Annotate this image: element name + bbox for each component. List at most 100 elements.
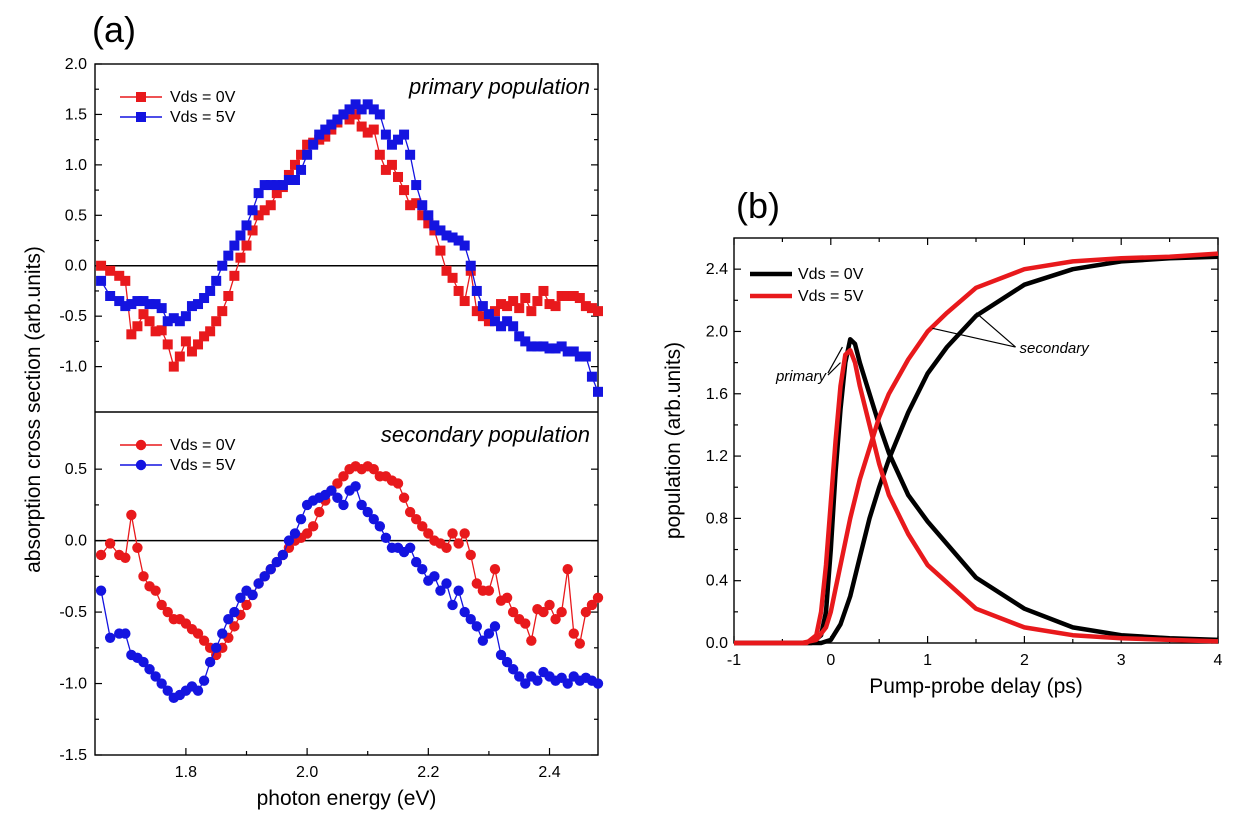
data-point [550,343,561,354]
series-line-primary [734,337,1219,646]
data-point [289,175,300,185]
legend-label: Vds = 5V [170,457,236,474]
x-tick-label: 1 [923,652,932,669]
data-point [193,299,204,310]
data-point [592,592,604,603]
data-point [156,325,167,336]
data-point [174,351,185,362]
data-point [132,321,143,332]
data-point [332,478,343,489]
x-tick-label: 2 [1020,652,1029,669]
data-point [301,528,313,539]
data-point [380,532,392,543]
data-point [186,346,197,357]
data-point [95,585,107,596]
data-point [489,621,501,632]
data-point [314,506,325,518]
x-tick-label: 2.0 [296,764,318,781]
data-point [362,99,373,110]
data-point [344,114,355,125]
data-point [568,346,579,357]
data-point [368,463,379,475]
data-point [417,521,428,532]
data-point [217,628,228,639]
plots-layer: 2.0 1.5 1.0 0.5 0.0 -0.5 -1.0 primary populatio… [22,56,1223,810]
data-point [229,621,240,632]
data-point [168,361,179,372]
data-point [356,121,367,132]
series-line [100,485,599,699]
data-point [162,339,173,350]
data-point [368,104,379,115]
data-point [550,301,561,312]
data-point [392,478,404,489]
data-point [465,549,476,561]
legend-marker [136,92,146,102]
data-point [211,316,222,327]
data-point [514,671,525,682]
data-point [356,104,367,115]
y-tick-label: 1.6 [706,386,728,403]
data-point [465,260,476,271]
arrow-secondary-1 [932,327,1016,348]
data-point [308,139,319,150]
data-point [562,564,573,575]
arrow-primary-2 [827,362,841,376]
data-point [399,129,410,140]
panel-b-label: (b) [736,185,780,226]
data-point [95,549,107,561]
y-axis-label: absorption cross section (arb.units) [22,246,45,573]
data-point [271,188,282,199]
data-point [229,606,240,618]
data-point [265,564,276,575]
data-point [174,316,185,327]
data-point [477,311,488,322]
data-point [471,621,482,632]
data-point [138,296,149,307]
data-point [150,671,161,682]
data-point [441,542,452,553]
data-point [556,606,567,618]
data-point [104,538,116,549]
data-point [368,513,379,525]
data-point [138,571,149,582]
data-point [429,225,440,236]
data-point [404,542,416,553]
data-point [562,291,573,301]
y-tick-label: 1.5 [65,106,87,123]
data-point [150,299,161,310]
data-point [514,303,525,314]
data-point [211,642,222,654]
legend-label: Vds = 5V [798,288,864,305]
data-point [199,293,210,304]
legend-marker [135,459,147,471]
data-point [223,250,234,261]
data-point [356,499,367,511]
panel-a-label: (a) [92,9,136,50]
data-point [538,606,549,618]
series-line-secondary [734,251,1219,646]
data-point [180,336,191,347]
data-point [489,316,500,327]
data-point [271,180,282,191]
data-point [235,230,246,241]
y-tick-label: -0.5 [59,308,87,325]
data-point [374,521,386,532]
data-point [344,104,355,115]
data-point [326,485,337,496]
data-point [105,291,116,301]
data-point [495,649,507,661]
data-point [338,109,349,120]
data-point [350,99,361,110]
data-point [132,296,143,307]
data-point [465,614,476,625]
data-point [265,200,276,211]
data-point [520,336,531,347]
data-point [471,285,482,296]
data-point [405,200,416,211]
y-tick-label: 2.0 [706,323,728,340]
data-point [338,471,349,482]
data-point [104,632,116,644]
data-point [404,506,416,518]
